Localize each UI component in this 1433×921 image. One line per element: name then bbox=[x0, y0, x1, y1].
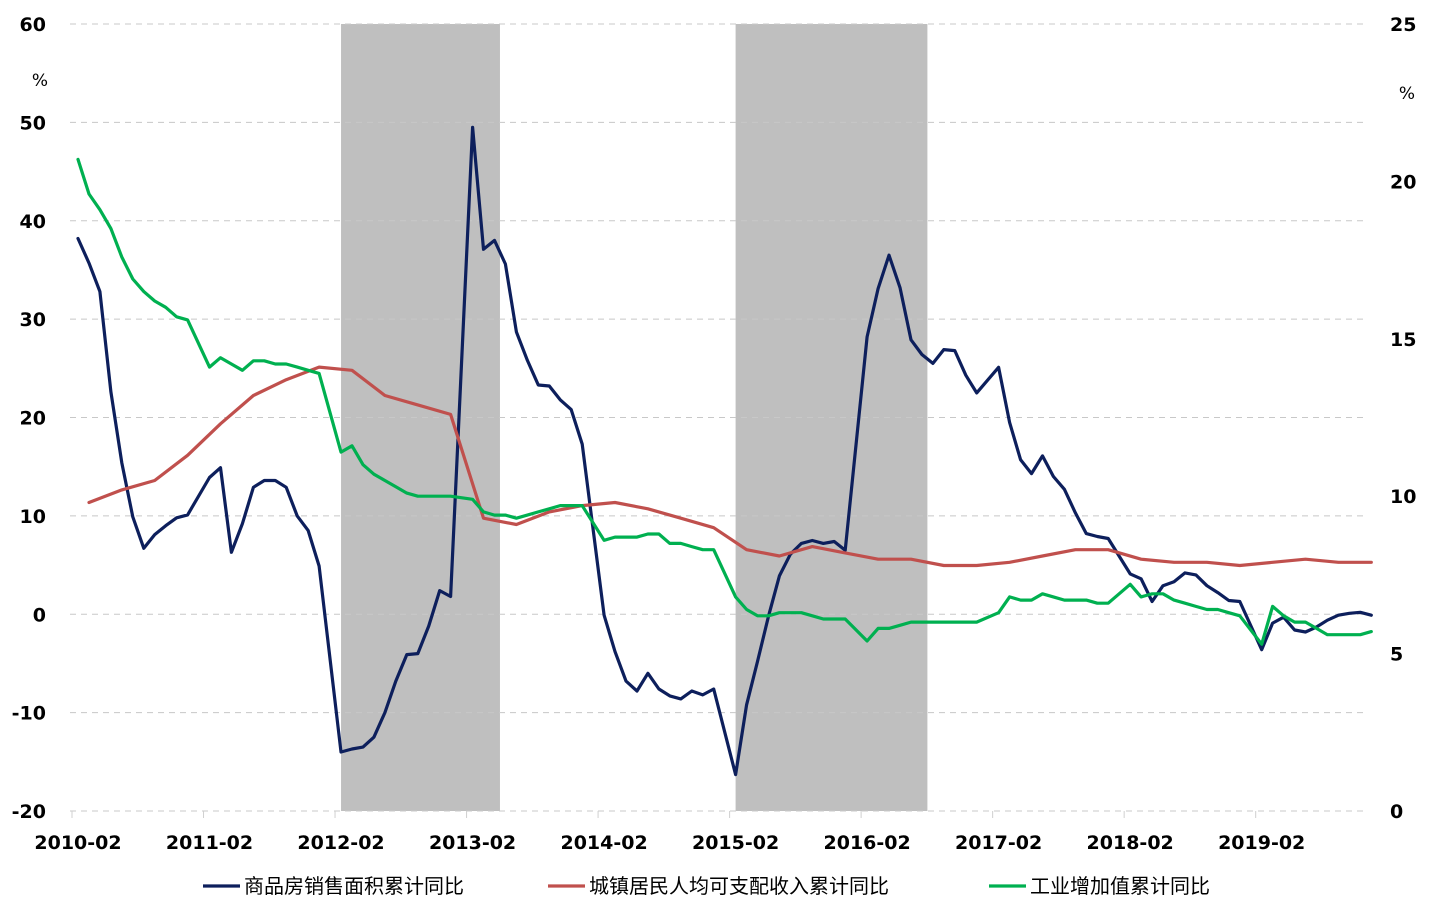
left-axis-tick-label: 0 bbox=[33, 604, 46, 626]
x-axis-tick-label: 2013-02 bbox=[429, 832, 516, 854]
legend-label-3: 工业增加值累计同比 bbox=[1030, 874, 1210, 898]
x-axis-tick-label: 2011-02 bbox=[166, 832, 253, 854]
right-axis-tick-label: 20 bbox=[1390, 171, 1416, 193]
axis-ticks: -20 -10 0 10 20 30 40 50 60 0 5 10 15 20 25 2010-02 2011… bbox=[12, 14, 1417, 854]
left-axis-unit: % bbox=[32, 71, 48, 91]
legend-label-2: 城镇居民人均可支配收入累计同比 bbox=[589, 874, 889, 898]
x-axis-tick-label: 2017-02 bbox=[955, 832, 1042, 854]
x-axis-tick-label: 2010-02 bbox=[34, 832, 121, 854]
left-axis-tick-label: 60 bbox=[20, 14, 46, 36]
right-axis-tick-label: 5 bbox=[1390, 644, 1403, 666]
right-axis-tick-label: 25 bbox=[1390, 14, 1416, 36]
left-axis-tick-label: 10 bbox=[20, 506, 46, 528]
right-axis-tick-label: 10 bbox=[1390, 486, 1416, 508]
left-axis-tick-label: 30 bbox=[20, 309, 46, 331]
x-axis-tick-label: 2018-02 bbox=[1087, 832, 1174, 854]
gridlines bbox=[70, 23, 1368, 812]
x-axis-tick-label: 2012-02 bbox=[297, 832, 384, 854]
x-axis-tick-label: 2015-02 bbox=[692, 832, 779, 854]
legend: 商品房销售面积累计同比 城镇居民人均可支配收入累计同比 工业增加值累计同比 bbox=[203, 874, 1210, 898]
right-axis-tick-label: 0 bbox=[1390, 801, 1403, 823]
right-axis-tick-label: 15 bbox=[1390, 329, 1416, 351]
series-lines bbox=[76, 125, 1373, 777]
series-line-2 bbox=[87, 365, 1373, 568]
x-axis-tick-label: 2016-02 bbox=[824, 832, 911, 854]
right-axis-unit: % bbox=[1399, 84, 1415, 104]
series-line-3 bbox=[76, 157, 1373, 646]
shaded-period-1 bbox=[341, 24, 500, 811]
left-axis-tick-label: -10 bbox=[12, 703, 46, 725]
series-line-1 bbox=[76, 125, 1373, 777]
left-axis-tick-label: 20 bbox=[20, 408, 46, 430]
left-axis-tick-label: 40 bbox=[20, 211, 46, 233]
left-axis-tick-label: -20 bbox=[12, 801, 46, 823]
x-axis-tick-label: 2014-02 bbox=[560, 832, 647, 854]
legend-label-1: 商品房销售面积累计同比 bbox=[244, 874, 464, 898]
left-axis-tick-label: 50 bbox=[20, 112, 46, 134]
x-axis-tick-label: 2019-02 bbox=[1218, 832, 1305, 854]
